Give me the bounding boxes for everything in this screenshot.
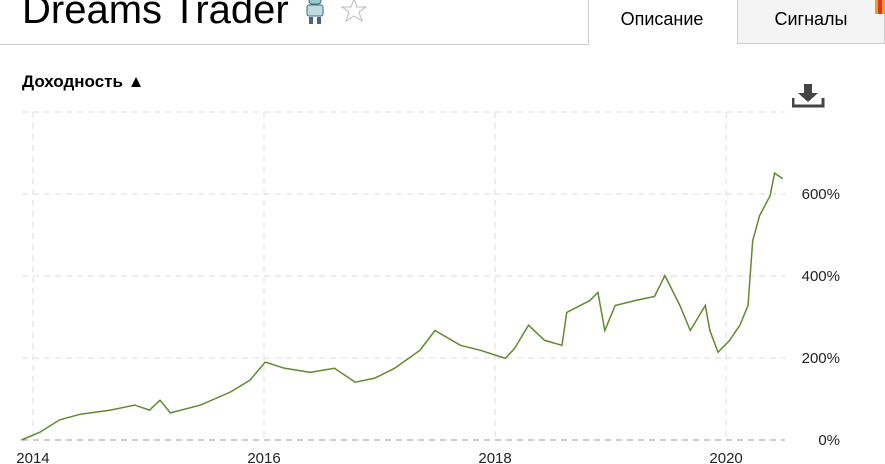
title-text: Dreams Trader [22,0,289,32]
tab[interactable]: Описание [589,0,735,43]
y-tick-label: 200% [802,350,840,367]
x-tick-label: 2016 [247,450,280,464]
robot-icon [306,0,324,24]
title-box [0,0,589,45]
download-icon[interactable] [792,82,828,108]
line [21,171,784,441]
y-tick-label: 0% [818,432,840,449]
x-tick-label: 2018 [478,450,511,464]
section-title[interactable]: Доходность ▲ [22,72,145,91]
y-tick-label: 600% [802,186,840,203]
favorite-star[interactable] [340,0,368,23]
y-tick-label: 400% [802,268,840,285]
tab[interactable]: Сигналы [737,0,885,44]
x-tick-label: 2014 [16,450,49,464]
page-title: Dreams Trader [22,0,368,33]
x-tick-label: 2020 [709,450,742,464]
ribbon [875,0,885,14]
